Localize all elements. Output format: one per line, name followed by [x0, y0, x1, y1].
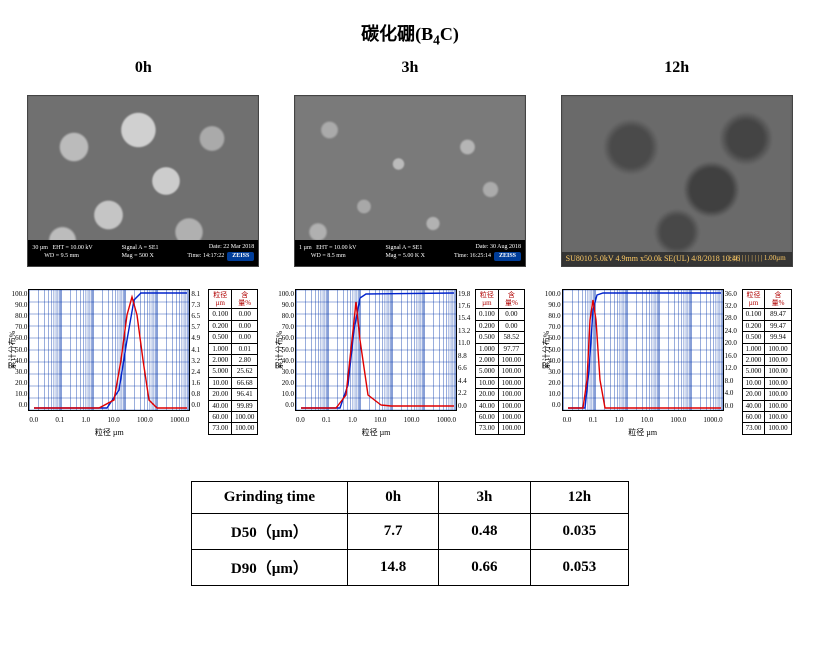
psd-th-size: 粒径µm: [742, 289, 765, 309]
sem-datetime: Date: 22 Mar 2018 Time: 14:17:22 ZEISS: [187, 244, 254, 262]
col-label: 0h: [135, 59, 152, 77]
psd-data-table: 粒径µm含量%0.1000.000.2000.000.50058.521.000…: [475, 289, 525, 435]
summary-cell: 0.035: [530, 513, 629, 549]
psd-chart: 100.090.080.070.060.050.040.030.020.010.…: [562, 289, 792, 435]
page-title: 碳化硼(B4C): [20, 20, 800, 49]
col-label: 3h: [402, 59, 419, 77]
x-axis-title: 粒径 µm: [296, 427, 456, 438]
y-axis-title: 累计分布%: [274, 330, 285, 369]
summary-header: Grinding time: [191, 481, 347, 513]
summary-cell: D90（µm）: [191, 549, 347, 585]
col-label: 12h: [664, 59, 689, 77]
psd-row: 100.090.080.070.060.050.040.030.020.010.…: [20, 277, 800, 435]
sem-image: 30 µm EHT = 10.00 kV WD = 9.5 mm Signal A…: [27, 95, 259, 267]
summary-cell: 14.8: [348, 549, 439, 585]
sem-params: Signal A = SE1 Mag = 5.00 K X: [385, 245, 425, 261]
sem-scale: 1 µm EHT = 10.00 kV WD = 8.5 mm: [299, 245, 356, 261]
x-axis-title: 粒径 µm: [563, 427, 723, 438]
y-axis-right: 8.17.36.55.74.94.13.22.41.60.80.0: [191, 290, 209, 410]
y-axis-right: 36.032.028.024.020.016.012.08.04.00.0: [725, 290, 743, 410]
sem-info-bar: 30 µm EHT = 10.00 kV WD = 9.5 mm Signal A…: [28, 240, 258, 266]
y-axis-title: 累计分布%: [541, 330, 552, 369]
table-row: D50（µm）7.70.480.035: [191, 513, 629, 549]
title-formula-pre: (B: [415, 24, 433, 44]
summary-cell: D50（µm）: [191, 513, 347, 549]
title-formula-sub: 4: [433, 33, 440, 48]
summary-cell: 0.66: [439, 549, 530, 585]
sem-datetime: Date: 30 Aug 2018 Time: 16:25:14 ZEISS: [454, 244, 521, 262]
x-axis: 0.00.11.010.0100.01000.0: [296, 416, 456, 424]
psd-chart: 100.090.080.070.060.050.040.030.020.010.…: [28, 289, 258, 435]
sem-params: Signal A = SE1 Mag = 500 X: [122, 245, 159, 261]
psd-plot: 100.090.080.070.060.050.040.030.020.010.…: [28, 289, 190, 411]
distribution-curve: [568, 300, 721, 408]
cumulative-curve: [301, 293, 454, 408]
y-axis-title: 累计分布%: [7, 330, 18, 369]
summary-cell: 0.48: [439, 513, 530, 549]
summary-header: 0h: [348, 481, 439, 513]
psd-th-size: 粒径µm: [209, 289, 232, 309]
title-formula-post: C): [440, 24, 459, 44]
y-axis-right: 19.817.615.413.211.08.86.64.42.20.0: [458, 290, 476, 410]
summary-header: 3h: [439, 481, 530, 513]
summary-header: 12h: [530, 481, 629, 513]
zeiss-logo: ZEISS: [494, 252, 521, 262]
x-axis: 0.00.11.010.0100.01000.0: [29, 416, 189, 424]
sem-alt-scale: | | | | | | | | | | | 1.00µm: [729, 254, 785, 262]
cumulative-curve: [34, 293, 187, 408]
sem-alt-text: SU8010 5.0kV 4.9mm x50.0k SE(UL) 4/8/201…: [566, 254, 740, 263]
table-row: D90（µm）14.80.660.053: [191, 549, 629, 585]
psd-chart: 100.090.080.070.060.050.040.030.020.010.…: [295, 289, 525, 435]
column-labels-row: 0h 3h 12h: [20, 59, 800, 85]
x-axis-title: 粒径 µm: [29, 427, 189, 438]
sem-info-bar: 1 µm EHT = 10.00 kV WD = 8.5 mm Signal A …: [295, 240, 525, 266]
psd-th-pct: 含量%: [765, 289, 791, 309]
zeiss-logo: ZEISS: [227, 252, 254, 262]
distribution-curve: [301, 302, 454, 408]
title-main: 碳化硼: [361, 24, 415, 44]
psd-th-size: 粒径µm: [476, 289, 499, 309]
summary-cell: 7.7: [348, 513, 439, 549]
psd-data-table: 粒径µm含量%0.10089.470.20099.470.50099.941.0…: [742, 289, 792, 435]
summary-cell: 0.053: [530, 549, 629, 585]
sem-image: 1 µm EHT = 10.00 kV WD = 8.5 mm Signal A …: [294, 95, 526, 267]
psd-th-pct: 含量%: [232, 289, 258, 309]
distribution-curve: [34, 297, 187, 408]
psd-plot: 100.090.080.070.060.050.040.030.020.010.…: [295, 289, 457, 411]
sem-row: 30 µm EHT = 10.00 kV WD = 9.5 mm Signal A…: [20, 95, 800, 267]
sem-info-bar: SU8010 5.0kV 4.9mm x50.0k SE(UL) 4/8/201…: [562, 252, 792, 266]
psd-plot: 100.090.080.070.060.050.040.030.020.010.…: [562, 289, 724, 411]
psd-data-table: 粒径µm含量%0.1000.000.2000.000.5000.001.0000…: [208, 289, 258, 435]
x-axis: 0.00.11.010.0100.01000.0: [563, 416, 723, 424]
sem-scale: 30 µm EHT = 10.00 kV WD = 9.5 mm: [32, 245, 92, 261]
sem-image: SU8010 5.0kV 4.9mm x50.0k SE(UL) 4/8/201…: [561, 95, 793, 267]
psd-th-pct: 含量%: [498, 289, 524, 309]
summary-table: Grinding time0h3h12h D50（µm）7.70.480.035…: [191, 481, 630, 586]
